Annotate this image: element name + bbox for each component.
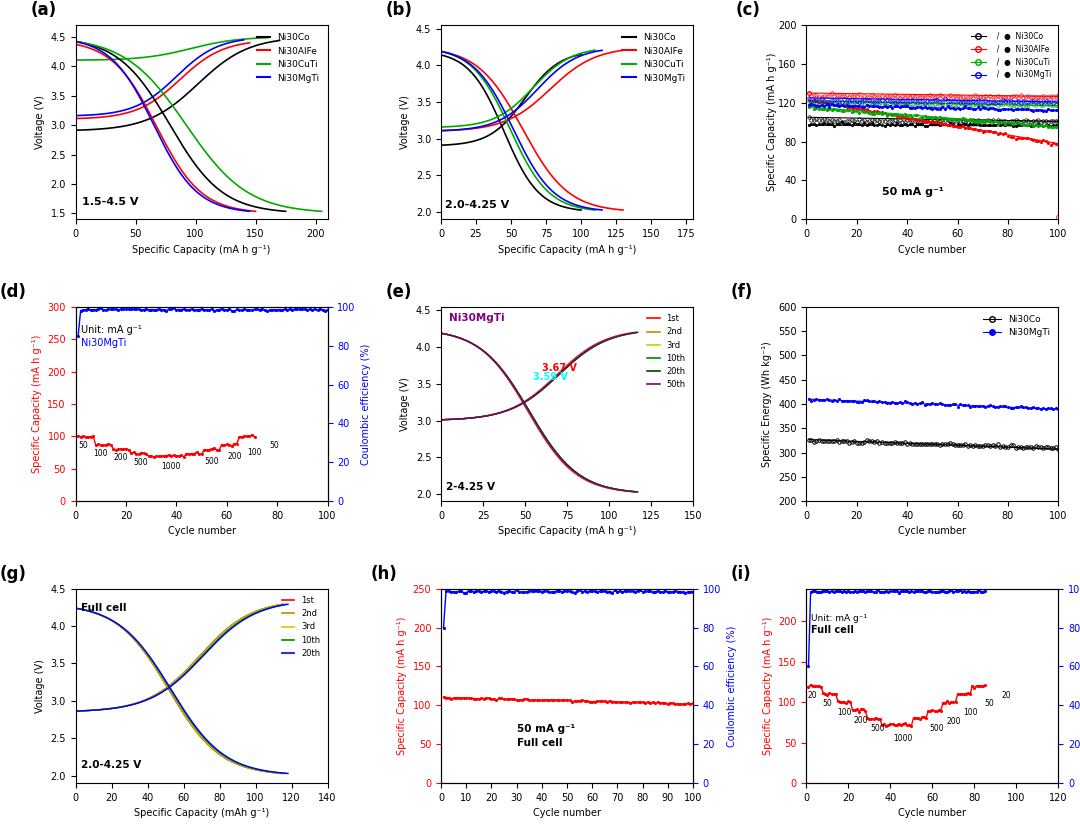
Y-axis label: Voltage (V): Voltage (V) bbox=[35, 95, 45, 149]
Text: 1000: 1000 bbox=[162, 462, 181, 471]
Text: 200: 200 bbox=[227, 452, 242, 461]
Text: Full cell: Full cell bbox=[811, 626, 853, 636]
Text: 100: 100 bbox=[247, 448, 261, 457]
X-axis label: Cycle number: Cycle number bbox=[534, 808, 600, 818]
Text: Full cell: Full cell bbox=[81, 603, 126, 613]
Text: Full cell: Full cell bbox=[516, 738, 562, 748]
Legend: 1st, 2nd, 3rd, 10th, 20th, 50th: 1st, 2nd, 3rd, 10th, 20th, 50th bbox=[644, 311, 689, 392]
Text: 100: 100 bbox=[963, 708, 977, 716]
Y-axis label: Specific Energy (Wh kg⁻¹): Specific Energy (Wh kg⁻¹) bbox=[762, 342, 772, 466]
Text: 500: 500 bbox=[929, 724, 944, 733]
Text: (h): (h) bbox=[370, 565, 397, 583]
Text: 20: 20 bbox=[808, 691, 818, 700]
Text: (b): (b) bbox=[386, 2, 413, 19]
X-axis label: Specific Capacity (mA h g⁻¹): Specific Capacity (mA h g⁻¹) bbox=[498, 526, 636, 536]
Text: Ni30MgTi: Ni30MgTi bbox=[81, 337, 126, 347]
Y-axis label: Coulombic efficiency (%): Coulombic efficiency (%) bbox=[727, 625, 737, 746]
Text: (a): (a) bbox=[30, 2, 56, 19]
X-axis label: Cycle number: Cycle number bbox=[167, 526, 235, 536]
Legend: 1st, 2nd, 3rd, 10th, 20th: 1st, 2nd, 3rd, 10th, 20th bbox=[279, 593, 323, 661]
Text: 50 mA g⁻¹: 50 mA g⁻¹ bbox=[516, 725, 575, 735]
Text: 50: 50 bbox=[78, 441, 89, 450]
Text: Unit: mA g⁻¹: Unit: mA g⁻¹ bbox=[81, 325, 141, 335]
Text: 500: 500 bbox=[134, 458, 148, 466]
Text: 2.0-4.25 V: 2.0-4.25 V bbox=[81, 760, 141, 770]
Legend: Ni30Co, Ni30MgTi: Ni30Co, Ni30MgTi bbox=[980, 312, 1054, 341]
Text: 50 mA g⁻¹: 50 mA g⁻¹ bbox=[882, 187, 944, 197]
X-axis label: Specific Capacity (mA h g⁻¹): Specific Capacity (mA h g⁻¹) bbox=[498, 245, 636, 255]
Text: 50: 50 bbox=[823, 699, 833, 708]
Text: Unit: mA g⁻¹: Unit: mA g⁻¹ bbox=[811, 614, 867, 623]
Y-axis label: Voltage (V): Voltage (V) bbox=[35, 659, 45, 713]
Text: (e): (e) bbox=[386, 283, 411, 301]
Text: 3.67 V: 3.67 V bbox=[542, 363, 577, 373]
X-axis label: Cycle number: Cycle number bbox=[899, 245, 967, 255]
Y-axis label: Specific Capacity (mA h g⁻¹): Specific Capacity (mA h g⁻¹) bbox=[397, 616, 407, 755]
Legend:   /  ●  Ni30Co,   /  ●  Ni30AlFe,   /  ●  Ni30CuTi,   /  ●  Ni30MgTi: / ● Ni30Co, / ● Ni30AlFe, / ● Ni30CuTi, … bbox=[968, 29, 1054, 82]
Y-axis label: Voltage (V): Voltage (V) bbox=[401, 377, 410, 431]
Text: 3.59 V: 3.59 V bbox=[534, 372, 568, 382]
Y-axis label: Specific Capacity (mA h g⁻¹): Specific Capacity (mA h g⁻¹) bbox=[762, 616, 772, 755]
Text: 100: 100 bbox=[837, 708, 851, 716]
Text: (i): (i) bbox=[731, 565, 752, 583]
Text: (f): (f) bbox=[731, 283, 753, 301]
Text: 50: 50 bbox=[270, 441, 280, 450]
Y-axis label: Voltage (V): Voltage (V) bbox=[401, 95, 410, 149]
Text: 200: 200 bbox=[113, 452, 129, 461]
Text: (g): (g) bbox=[0, 565, 27, 583]
Text: 2-4.25 V: 2-4.25 V bbox=[446, 482, 495, 492]
Y-axis label: Specific Capacity (mA h g⁻¹): Specific Capacity (mA h g⁻¹) bbox=[31, 335, 42, 473]
Text: 20: 20 bbox=[1001, 691, 1011, 700]
Text: 500: 500 bbox=[204, 457, 219, 466]
Text: 100: 100 bbox=[94, 449, 108, 457]
Text: 200: 200 bbox=[854, 716, 868, 725]
Text: Ni30MgTi: Ni30MgTi bbox=[449, 313, 505, 323]
Y-axis label: Coulombic efficiency (%): Coulombic efficiency (%) bbox=[361, 343, 372, 465]
Text: 200: 200 bbox=[946, 716, 960, 726]
Text: 1000: 1000 bbox=[893, 735, 913, 743]
Legend: Ni30Co, Ni30AlFe, Ni30CuTi, Ni30MgTi: Ni30Co, Ni30AlFe, Ni30CuTi, Ni30MgTi bbox=[253, 29, 323, 87]
Text: 2.0-4.25 V: 2.0-4.25 V bbox=[445, 201, 510, 211]
X-axis label: Cycle number: Cycle number bbox=[899, 808, 967, 818]
Text: 50: 50 bbox=[984, 699, 994, 708]
X-axis label: Cycle number: Cycle number bbox=[899, 526, 967, 536]
Legend: Ni30Co, Ni30AlFe, Ni30CuTi, Ni30MgTi: Ni30Co, Ni30AlFe, Ni30CuTi, Ni30MgTi bbox=[619, 29, 688, 87]
Text: (c): (c) bbox=[735, 2, 760, 19]
Y-axis label: Specific Capacity (mA h g⁻¹): Specific Capacity (mA h g⁻¹) bbox=[767, 53, 777, 192]
X-axis label: Specific Capacity (mA h g⁻¹): Specific Capacity (mA h g⁻¹) bbox=[133, 245, 271, 255]
Text: 500: 500 bbox=[870, 724, 886, 733]
X-axis label: Specific Capacity (mAh g⁻¹): Specific Capacity (mAh g⁻¹) bbox=[134, 808, 269, 818]
Text: 1.5-4.5 V: 1.5-4.5 V bbox=[82, 197, 138, 207]
Text: (d): (d) bbox=[0, 283, 27, 301]
